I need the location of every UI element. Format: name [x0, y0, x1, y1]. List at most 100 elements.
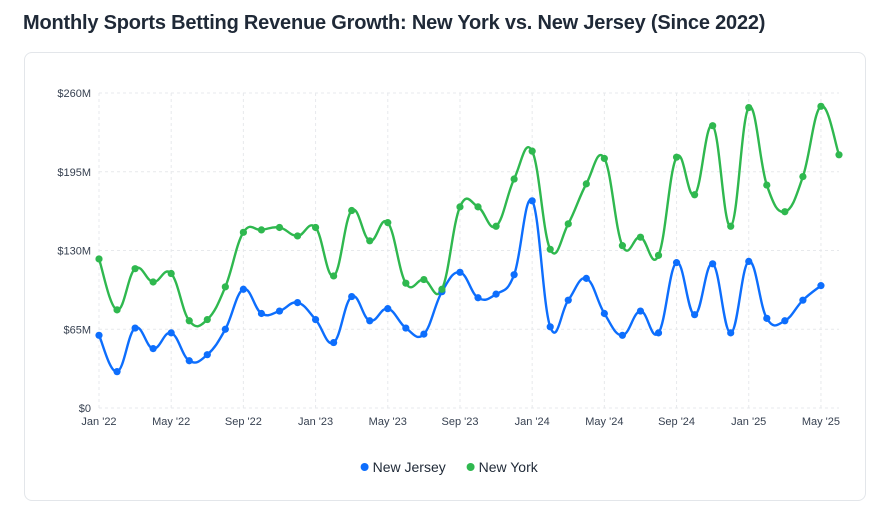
- legend-marker-new-york: [466, 463, 475, 471]
- new-york-point: [564, 220, 572, 228]
- new-york-point: [131, 265, 139, 273]
- x-tick-label: May '22: [152, 416, 190, 428]
- x-tick-label: Jan '22: [81, 416, 116, 428]
- y-tick-label: $195M: [57, 167, 91, 179]
- new-york-point: [799, 172, 807, 181]
- new-jersey-point: [348, 292, 356, 301]
- new-jersey-point: [781, 317, 789, 325]
- new-york-point: [546, 245, 554, 253]
- new-york-point: [672, 153, 681, 161]
- new-jersey-point: [618, 331, 627, 339]
- y-tick-label: $65M: [63, 324, 91, 336]
- x-axis-ticks: Jan '22 May '22 Sep '22 Jan '23 May '23 Sep '…: [81, 416, 840, 428]
- new-york-point: [438, 285, 446, 293]
- x-tick-label: Jan '24: [515, 416, 550, 428]
- y-tick-label: $260M: [57, 88, 91, 100]
- x-tick-label: Sep '24: [658, 416, 695, 428]
- new-jersey-point: [384, 305, 392, 313]
- new-york-point: [366, 237, 374, 245]
- y-axis-ticks: $0 $65M $130M $195M $260M: [57, 88, 91, 415]
- new-york-point: [636, 233, 645, 241]
- new-jersey-point: [275, 307, 284, 315]
- chart-title: Monthly Sports Betting Revenue Growth: N…: [23, 12, 766, 34]
- new-jersey-point: [672, 259, 681, 267]
- new-york-point: [456, 203, 464, 211]
- new-york-point: [654, 251, 663, 259]
- legend: New Jersey New York: [360, 459, 539, 475]
- new-jersey-point: [131, 324, 139, 332]
- new-york-point: [835, 151, 843, 159]
- new-jersey-point: [799, 296, 807, 304]
- new-york-point: [167, 269, 175, 278]
- new-york-point: [600, 154, 608, 163]
- x-tick-label: Jan '23: [298, 416, 333, 428]
- new-jersey-point: [221, 325, 229, 333]
- new-york-point: [727, 222, 735, 230]
- new-york-point: [582, 180, 590, 188]
- new-jersey-point: [167, 329, 175, 337]
- new-jersey-point: [420, 330, 428, 338]
- new-york-point: [348, 206, 356, 215]
- new-jersey-point: [492, 290, 500, 298]
- new-york-point: [384, 219, 392, 227]
- x-tick-label: Sep '23: [441, 416, 478, 428]
- x-tick-label: Jan '25: [731, 416, 766, 428]
- y-tick-label: $130M: [57, 246, 91, 258]
- new-jersey-point: [311, 315, 320, 324]
- new-york-point: [293, 232, 302, 240]
- new-york-point: [781, 208, 789, 216]
- new-jersey-point: [95, 331, 103, 339]
- new-jersey-point: [528, 197, 536, 205]
- new-york-point: [257, 226, 266, 234]
- new-jersey-point: [817, 282, 825, 290]
- new-jersey-point: [185, 357, 193, 365]
- new-jersey-point: [582, 274, 590, 282]
- new-york-point: [618, 242, 627, 250]
- new-york-point: [817, 102, 825, 110]
- new-york-point: [510, 175, 518, 183]
- new-york-point: [492, 222, 500, 230]
- line-chart: $0 $65M $130M $195M $260M Jan '22 May '22 Sep …: [57, 88, 843, 475]
- new-york-point: [330, 272, 338, 280]
- new-jersey-point: [474, 294, 482, 302]
- grid-lines: [98, 92, 839, 409]
- new-york-point: [149, 278, 157, 286]
- new-york-point: [275, 223, 284, 232]
- new-jersey-point: [654, 329, 663, 337]
- new-york-point: [474, 203, 482, 211]
- x-tick-label: Sep '22: [225, 416, 262, 428]
- new-york-point: [239, 228, 247, 236]
- new-jersey-point: [510, 271, 518, 279]
- new-jersey-point: [727, 329, 735, 337]
- new-jersey-point: [763, 314, 771, 322]
- new-york-point: [745, 103, 753, 112]
- new-york-point: [709, 122, 717, 130]
- new-jersey-point: [636, 307, 645, 315]
- x-tick-label: May '24: [585, 416, 623, 428]
- new-york-point: [185, 317, 193, 325]
- new-york-point: [402, 279, 410, 287]
- x-tick-label: May '25: [802, 416, 840, 428]
- new-jersey-point: [402, 324, 410, 332]
- new-jersey-point: [600, 309, 608, 318]
- new-jersey-point: [745, 257, 753, 266]
- new-york-line: [97, 105, 841, 328]
- new-jersey-point: [293, 298, 302, 307]
- new-york-point: [221, 283, 229, 291]
- legend-label-new-jersey: New Jersey: [373, 459, 446, 475]
- new-jersey-point: [113, 368, 121, 376]
- new-jersey-point: [330, 338, 338, 347]
- legend-marker-new-jersey: [360, 463, 369, 471]
- series-points: [95, 102, 843, 376]
- new-york-point: [113, 306, 121, 314]
- new-jersey-point: [456, 268, 464, 276]
- new-york-point: [95, 255, 103, 263]
- new-jersey-point: [203, 351, 211, 359]
- new-jersey-point: [691, 311, 699, 319]
- new-jersey-point: [257, 309, 266, 318]
- new-jersey-point: [239, 285, 247, 293]
- new-jersey-point: [366, 317, 374, 325]
- new-york-point: [420, 275, 428, 284]
- new-york-point: [311, 223, 320, 232]
- new-jersey-point: [546, 323, 554, 331]
